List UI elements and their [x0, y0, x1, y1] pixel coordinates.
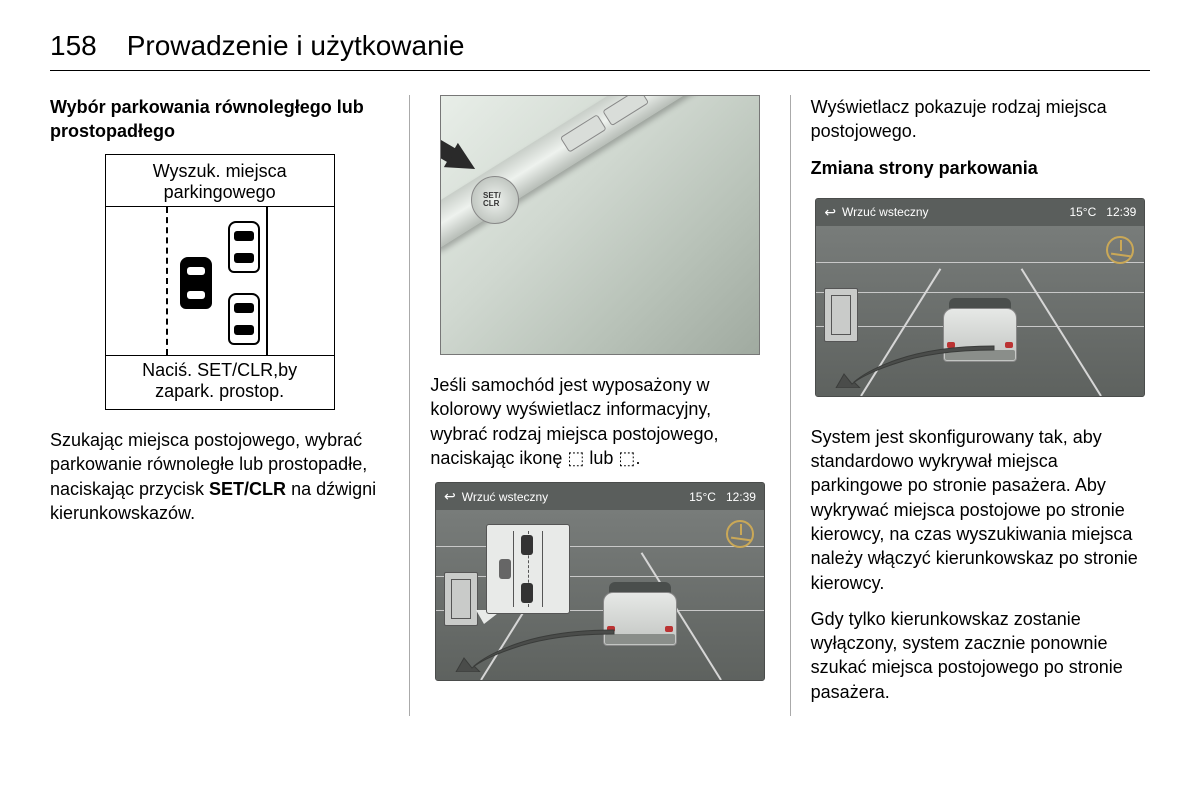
col1-heading: Wybór parkowania równoległego lub prosto…	[50, 95, 389, 144]
screen-title: Wrzuć wsteczny	[462, 489, 548, 505]
chapter-title: Prowadzenie i użytkowanie	[127, 30, 465, 62]
screen-titlebar: ↩ Wrzuć wsteczny 15°C 12:39	[436, 483, 764, 510]
figure-display-side: ↩ Wrzuć wsteczny 15°C 12:39	[815, 198, 1145, 397]
screen-time: 12:39	[1106, 205, 1136, 219]
screen-title: Wrzuć wsteczny	[842, 204, 928, 220]
column-3: Wyświetlacz pokazuje rodzaj miejsca post…	[793, 95, 1150, 716]
col3-para3: Gdy tylko kierunkowskaz zostanie wyłączo…	[811, 607, 1150, 704]
fig1-diagram	[106, 206, 334, 356]
steering-wheel-icon	[1106, 236, 1134, 264]
column-1: Wybór parkowania równoległego lub prosto…	[50, 95, 407, 716]
col1-para1-strong: SET/CLR	[209, 479, 286, 499]
content-columns: Wybór parkowania równoległego lub prosto…	[50, 95, 1150, 716]
stalk-button-icon	[560, 114, 607, 153]
figure-parking-selection: Wyszuk. miejsca parkingowego Naciś. SET/…	[105, 154, 335, 410]
fig1-top-line1: Wyszuk. miejsca	[110, 161, 330, 183]
car-icon	[228, 293, 260, 345]
col2-para1: Jeśli samochód jest wyposażony w kolorow…	[430, 373, 769, 470]
mini-car-icon	[499, 559, 511, 579]
col3-para1: Wyświetlacz pokazuje rodzaj miejsca post…	[811, 95, 1150, 144]
back-arrow-icon: ↩	[444, 487, 456, 506]
column-separator	[409, 95, 410, 716]
steering-wheel-icon	[726, 520, 754, 548]
curve-arrow-icon	[834, 344, 1004, 388]
col3-heading: Zmiana strony parkowania	[811, 156, 1150, 180]
screen-body	[816, 226, 1144, 396]
col1-para1: Szukając miejsca postojowego, wybrać par…	[50, 428, 389, 525]
mini-car-icon	[521, 535, 533, 555]
lane-solid-line	[266, 207, 268, 355]
stalk-lever	[440, 95, 737, 253]
back-arrow-icon: ↩	[824, 203, 836, 222]
screen-temp: 15°C	[689, 490, 716, 504]
column-2: SET/ CLR Jeśli samochód jest wyposażony …	[412, 95, 787, 716]
car-icon	[180, 257, 212, 309]
fig1-top-text: Wyszuk. miejsca parkingowego	[106, 155, 334, 206]
fig1-bot-line2: zapark. prostop.	[110, 381, 330, 403]
col3-para2: System jest skonfigurowany tak, aby stan…	[811, 425, 1150, 595]
fig1-bottom-text: Naciś. SET/CLR,by zapark. prostop.	[106, 356, 334, 409]
stalk-button-icon	[602, 95, 649, 126]
curve-arrow-icon	[454, 628, 624, 672]
car-icon	[228, 221, 260, 273]
fig1-top-line2: parkingowego	[110, 182, 330, 204]
screen-time: 12:39	[726, 490, 756, 504]
screen-titlebar: ↩ Wrzuć wsteczny 15°C 12:39	[816, 199, 1144, 226]
stalk-tip-label: SET/ CLR	[483, 192, 501, 208]
arrow-icon	[444, 143, 482, 181]
mini-car-icon	[521, 583, 533, 603]
lane-dashed-line	[166, 207, 168, 355]
column-separator	[790, 95, 791, 716]
figure-display-callout: ↩ Wrzuć wsteczny 15°C 12:39	[435, 482, 765, 681]
screen-temp: 15°C	[1069, 205, 1096, 219]
side-indicator-icon	[444, 572, 478, 626]
callout-panel	[486, 524, 570, 614]
page-number: 158	[50, 30, 97, 62]
side-indicator-icon	[824, 288, 858, 342]
road-edge-line	[1021, 268, 1102, 396]
figure-stalk: SET/ CLR	[440, 95, 760, 355]
fig1-bot-line1: Naciś. SET/CLR,by	[110, 360, 330, 382]
page-header: 158 Prowadzenie i użytkowanie	[50, 30, 1150, 71]
screen-body	[436, 510, 764, 680]
